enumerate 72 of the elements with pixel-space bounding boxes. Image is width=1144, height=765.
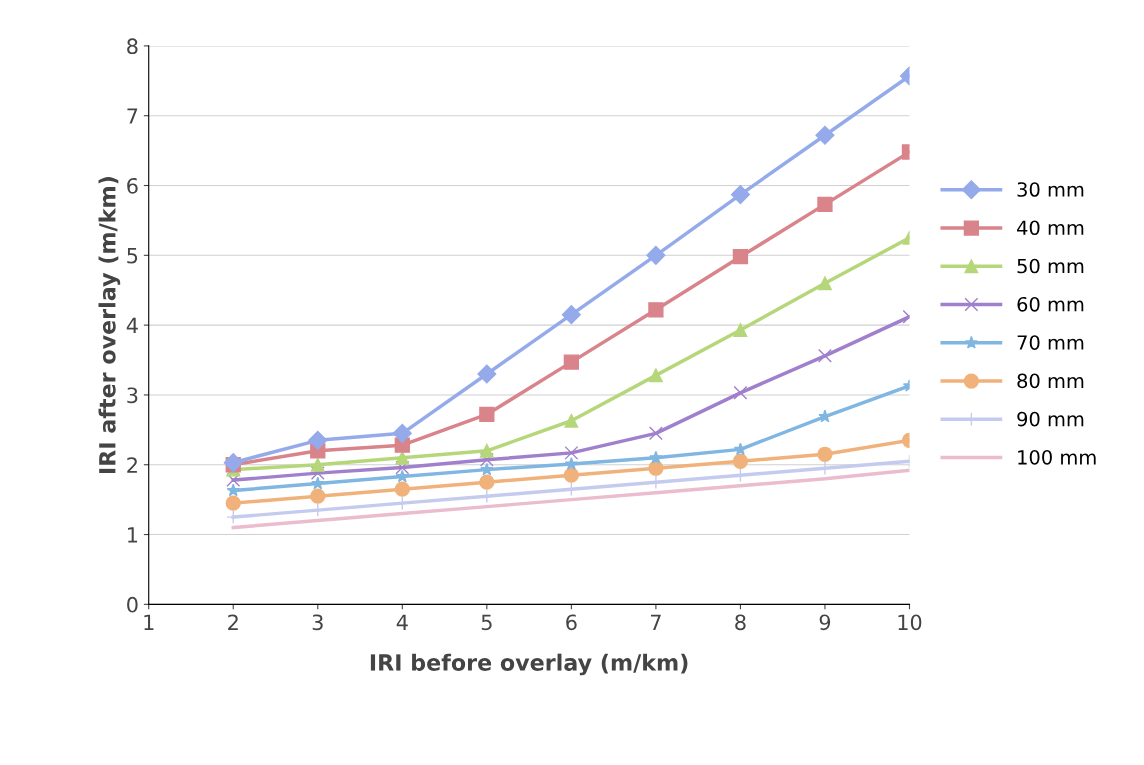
point — [564, 457, 579, 470]
point — [732, 249, 749, 265]
legend-label: 80 mm — [1017, 373, 1084, 389]
point — [817, 196, 833, 212]
legend-label: 70 mm — [1017, 335, 1084, 350]
point — [818, 409, 832, 423]
y-tick-label: 6 — [127, 177, 138, 194]
point — [311, 476, 325, 490]
y-tick-label: 3 — [127, 387, 138, 404]
point — [733, 323, 748, 337]
point — [226, 483, 240, 497]
y-tick-label: 1 — [128, 527, 138, 543]
point — [646, 245, 666, 265]
point — [564, 445, 579, 460]
point — [648, 368, 663, 383]
point — [477, 364, 497, 384]
point — [733, 442, 748, 456]
point — [480, 462, 494, 476]
line-series — [231, 468, 910, 530]
point — [561, 305, 581, 325]
point — [818, 348, 832, 363]
x-tick-label: 9 — [819, 614, 831, 631]
point — [395, 469, 409, 483]
y-tick-label: 0 — [127, 596, 138, 613]
x-tick-label: 5 — [481, 614, 492, 631]
point — [649, 450, 663, 464]
point — [395, 460, 410, 475]
legend-label: 40 mm — [1017, 220, 1084, 236]
y-tick-label: 4 — [126, 317, 138, 334]
point — [648, 460, 664, 476]
legend-label: 100 mm — [1018, 449, 1096, 465]
point — [732, 453, 749, 469]
x-tick-label: 1 — [144, 614, 154, 630]
point — [817, 446, 833, 462]
point — [395, 450, 410, 465]
point — [394, 481, 410, 497]
point — [733, 385, 748, 400]
point — [730, 185, 750, 205]
point — [648, 426, 663, 441]
y-tick-label: 2 — [127, 457, 137, 473]
point — [564, 413, 579, 428]
legend-label: 30 mm — [1017, 182, 1084, 197]
point — [310, 457, 325, 472]
point — [479, 443, 494, 458]
x-tick-label: 3 — [312, 614, 323, 631]
legend-label: 90 mm — [1017, 411, 1084, 427]
point — [392, 423, 412, 443]
x-tick-label: 7 — [650, 614, 661, 630]
point — [310, 466, 325, 481]
y-tick-label: 8 — [127, 38, 138, 55]
point — [310, 488, 326, 504]
legend-label: 60 mm — [1017, 296, 1084, 312]
point — [818, 276, 832, 291]
y-axis-title: IRI after overlay (m/km) — [98, 177, 121, 474]
point — [308, 430, 328, 450]
x-tick-label: 2 — [228, 614, 238, 630]
point — [225, 495, 241, 511]
point — [815, 125, 835, 145]
x-tick-label: 8 — [735, 614, 746, 631]
point — [563, 354, 580, 370]
y-tick-label: 7 — [127, 108, 138, 124]
point — [648, 302, 664, 318]
legend-label: 50 mm — [1017, 258, 1084, 274]
point — [479, 452, 494, 467]
point — [479, 406, 495, 423]
x-tick-label: 4 — [396, 614, 408, 630]
point — [479, 474, 495, 490]
x-tick-label: 10 — [898, 614, 922, 631]
point — [563, 467, 580, 483]
x-tick-label: 6 — [566, 614, 577, 631]
y-tick-label: 5 — [127, 248, 138, 264]
x-axis-title: IRI before overlay (m/km) — [370, 653, 688, 676]
